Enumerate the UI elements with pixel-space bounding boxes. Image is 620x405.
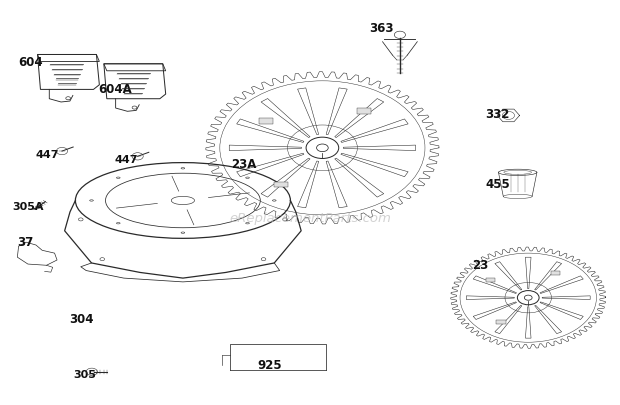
FancyBboxPatch shape	[496, 320, 505, 324]
Text: 604A: 604A	[98, 83, 131, 96]
Text: 37: 37	[17, 236, 33, 249]
Text: 447: 447	[36, 150, 60, 160]
FancyBboxPatch shape	[486, 278, 495, 281]
Text: 332: 332	[485, 108, 510, 121]
FancyBboxPatch shape	[259, 118, 273, 124]
Text: 305A: 305A	[12, 202, 44, 212]
FancyBboxPatch shape	[356, 108, 371, 113]
Text: 363: 363	[369, 22, 394, 35]
Text: 447: 447	[115, 155, 138, 165]
Text: 305: 305	[73, 370, 96, 379]
Text: 455: 455	[485, 178, 510, 191]
FancyBboxPatch shape	[274, 182, 288, 188]
Text: eReplacementParts.com: eReplacementParts.com	[229, 212, 391, 225]
Circle shape	[525, 295, 532, 300]
FancyBboxPatch shape	[551, 271, 560, 275]
Text: 304: 304	[69, 313, 94, 326]
Text: 925: 925	[257, 359, 282, 372]
Text: 604: 604	[19, 56, 43, 69]
Circle shape	[317, 144, 328, 151]
Text: 23: 23	[472, 259, 489, 272]
Text: 23A: 23A	[231, 158, 256, 171]
